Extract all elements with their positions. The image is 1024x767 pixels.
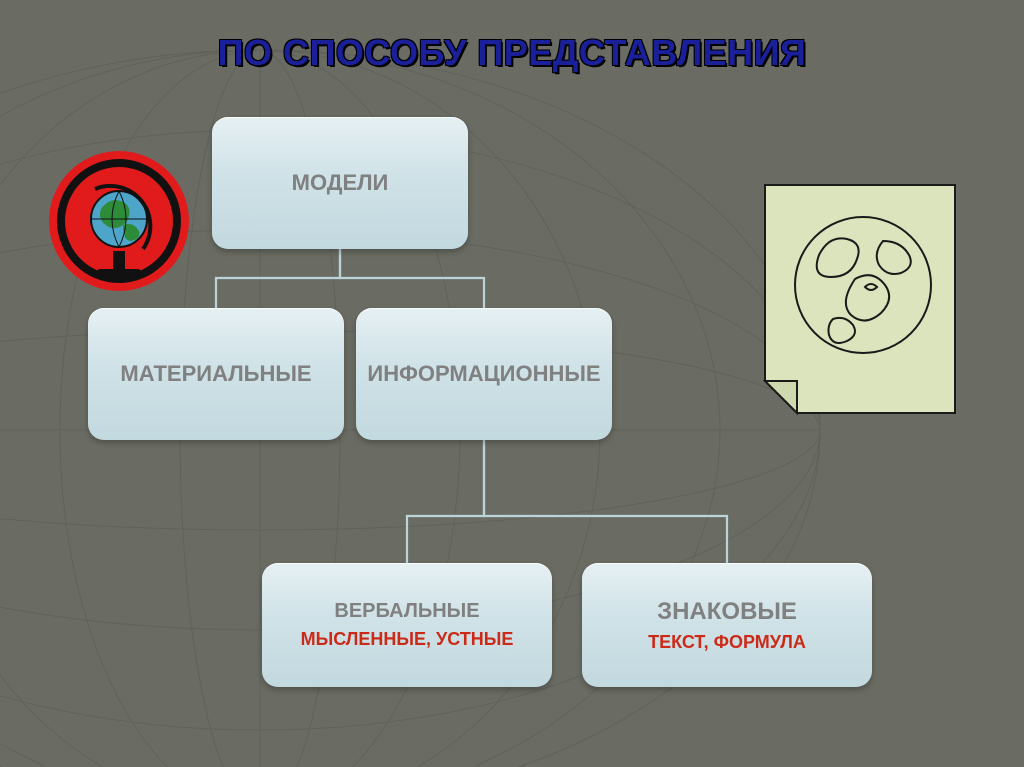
globe-badge-icon [47,149,191,309]
node-verbal: ВЕРБАЛЬНЫЕ МЫСЛЕННЫЕ, УСТНЫЕ [262,563,552,687]
node-information-label: ИНФОРМАЦИОННЫЕ [367,361,600,387]
node-root-label: МОДЕЛИ [292,170,389,196]
slide-root: ПО СПОСОБУ ПРЕДСТАВЛЕНИЯ МОДЕЛИ МАТЕРИАЛ… [0,0,1024,767]
node-verbal-label: ВЕРБАЛЬНЫЕ [334,600,479,623]
node-sign-sub: ТЕКСТ, ФОРМУЛА [648,632,806,653]
paper-globe-icon [763,183,957,415]
node-root: МОДЕЛИ [212,117,468,249]
node-sign-label: ЗНАКОВЫЕ [657,598,797,626]
node-material: МАТЕРИАЛЬНЫЕ [88,308,344,440]
node-material-label: МАТЕРИАЛЬНЫЕ [120,361,311,387]
node-sign: ЗНАКОВЫЕ ТЕКСТ, ФОРМУЛА [582,563,872,687]
node-verbal-sub: МЫСЛЕННЫЕ, УСТНЫЕ [301,629,514,650]
node-information: ИНФОРМАЦИОННЫЕ [356,308,612,440]
